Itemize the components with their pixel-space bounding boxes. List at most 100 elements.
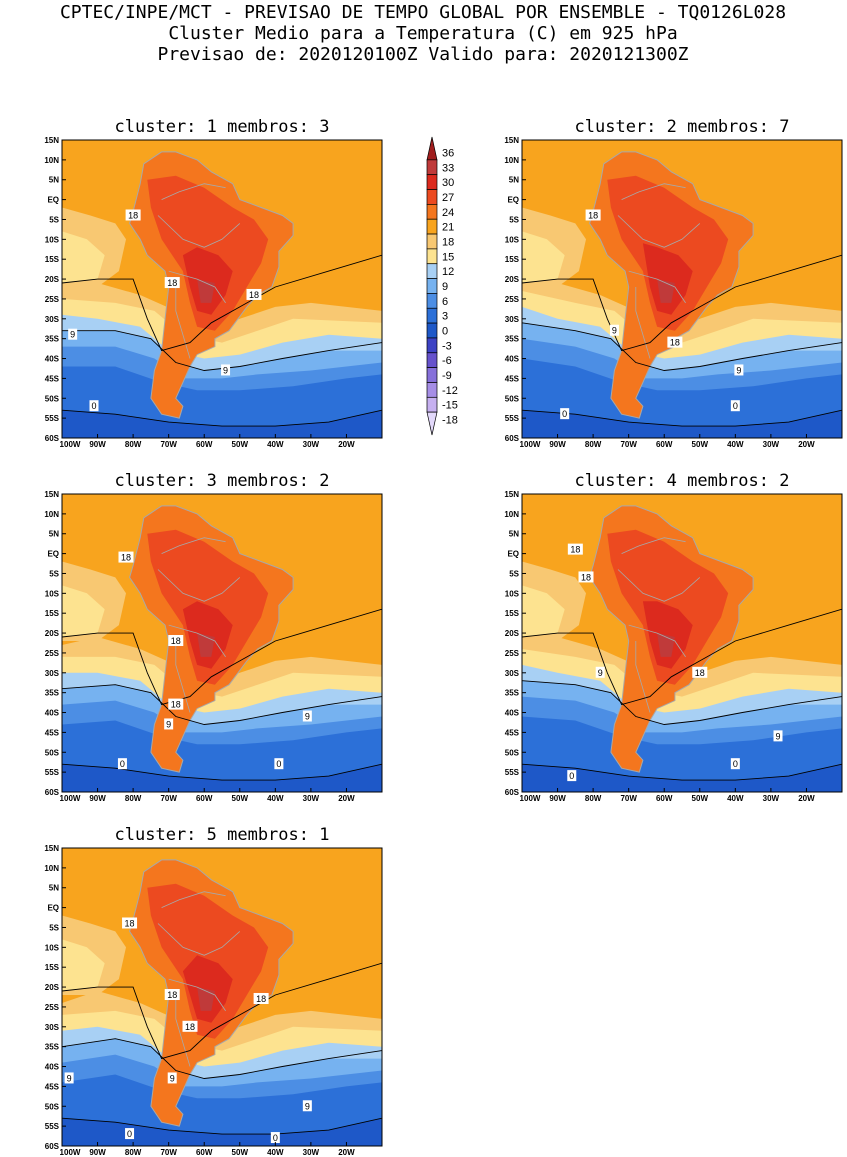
x-tick-label: 20W — [798, 440, 815, 449]
colorbar-swatch — [426, 293, 438, 309]
y-tick-label: 60S — [45, 434, 60, 443]
panel-frame — [61, 493, 383, 793]
contour-label: 9 — [221, 364, 231, 376]
x-tick-label: 50W — [692, 440, 709, 449]
contour-label-text: 0 — [273, 1133, 278, 1143]
y-tick-label: 10N — [44, 510, 59, 519]
contour-label-text: 18 — [171, 636, 181, 646]
contour-label-box — [164, 277, 180, 289]
colorbar-swatch — [426, 411, 438, 436]
y-tick-label: 5N — [509, 176, 519, 185]
temperature-field — [62, 140, 382, 438]
band-0 — [522, 764, 842, 792]
contour-label: 18 — [567, 543, 583, 555]
contour-label: 9 — [302, 710, 312, 722]
colorbar-label: 0 — [442, 326, 448, 338]
contour-label: 18 — [125, 209, 141, 221]
x-tick-label: 30W — [303, 794, 320, 803]
contour-label-text: 9 — [775, 731, 780, 741]
y-tick-label: 20S — [505, 275, 520, 284]
panel-title: cluster: 1 membros: 3 — [115, 117, 330, 137]
border — [635, 641, 651, 713]
contour-9 — [62, 1038, 382, 1079]
border — [168, 624, 226, 658]
panel-cluster-5: cluster: 5 membros: 1 18 18 18 18 9 9 9 0 0 15N 10N… — [44, 825, 383, 1157]
contour-0 — [522, 763, 842, 781]
colorbar-label: 6 — [442, 296, 448, 308]
contour-label: 18 — [168, 635, 184, 647]
contour-label-box — [578, 571, 594, 583]
y-tick-label: 50S — [45, 1102, 60, 1111]
contour-label-text: 0 — [91, 401, 96, 411]
contour-label-box — [182, 1020, 198, 1032]
colorbar-swatch — [426, 367, 438, 383]
contour-label: 18 — [182, 1020, 198, 1032]
header-line-1: CPTEC/INPE/MCT - PREVISAO DE TEMPO GLOBA… — [60, 2, 786, 23]
x-tick-label: 50W — [232, 440, 249, 449]
y-tick-label: 40S — [45, 709, 60, 718]
coastline — [129, 859, 294, 1127]
contour-label-text: 9 — [170, 1073, 175, 1083]
contour-label: 0 — [274, 758, 284, 770]
contour-label-text: 18 — [128, 210, 138, 220]
contour-label-box — [270, 1132, 280, 1144]
y-tick-label: 50S — [45, 394, 60, 403]
y-tick-label: 15S — [505, 255, 520, 264]
x-tick-label: 30W — [303, 440, 320, 449]
x-tick-label: 90W — [89, 1148, 106, 1157]
panel-cluster-4: cluster: 4 membros: 2 18 18 18 9 9 0 0 15N 10N 5N E… — [504, 471, 843, 803]
x-tick-label: 50W — [232, 1148, 249, 1157]
contour-label-text: 18 — [121, 553, 131, 563]
contour-label-box — [585, 209, 601, 221]
colorbar-label: 30 — [442, 177, 454, 189]
y-tick-label: 15N — [504, 490, 519, 499]
border — [161, 537, 226, 554]
contour-label-text: 18 — [588, 210, 598, 220]
y-tick-label: 15N — [44, 136, 59, 145]
y-tick-label: 35S — [45, 689, 60, 698]
x-tick-label: 90W — [89, 794, 106, 803]
border — [628, 270, 686, 304]
contour-label: 0 — [270, 1132, 280, 1144]
y-tick-label: 50S — [505, 394, 520, 403]
continent-band-30 — [182, 955, 233, 1023]
colorbar-swatch — [426, 396, 438, 413]
x-tick-label: 70W — [160, 440, 177, 449]
contour-label: 18 — [168, 698, 184, 710]
panel-cluster-2: cluster: 2 membros: 7 18 18 9 9 0 0 15N 10N 5N EQ 5… — [504, 117, 843, 449]
y-tick-label: 10S — [505, 235, 520, 244]
border — [175, 995, 191, 1067]
y-tick-label: 45S — [45, 1082, 60, 1091]
border — [617, 215, 701, 248]
border — [157, 923, 241, 956]
y-tick-label: 30S — [45, 669, 60, 678]
x-tick-label: 60W — [656, 440, 673, 449]
contour-9 — [522, 322, 842, 371]
coastline — [589, 505, 754, 773]
contour-label: 0 — [89, 400, 99, 412]
x-tick-label: 30W — [303, 1148, 320, 1157]
x-tick-label: 20W — [338, 440, 355, 449]
x-tick-label: 70W — [160, 1148, 177, 1157]
contour-0 — [522, 409, 842, 427]
x-tick-label: 80W — [585, 794, 602, 803]
x-tick-label: 20W — [798, 794, 815, 803]
y-tick-label: 15S — [45, 963, 60, 972]
contour-18 — [522, 254, 842, 352]
y-tick-label: 55S — [505, 414, 520, 423]
contour-label: 9 — [64, 1072, 74, 1084]
contour-label: 0 — [117, 758, 127, 770]
colorbar-swatch — [426, 382, 438, 398]
temperature-field — [62, 494, 382, 792]
y-tick-label: 10S — [45, 235, 60, 244]
contour-label: 18 — [118, 551, 134, 563]
contour-9 — [522, 680, 842, 725]
x-tick-label: 100W — [60, 794, 81, 803]
contour-label: 9 — [773, 730, 783, 742]
contour-label: 9 — [167, 1072, 177, 1084]
y-tick-label: 40S — [505, 709, 520, 718]
border — [157, 569, 241, 602]
y-tick-label: 30S — [505, 315, 520, 324]
contour-label: 18 — [164, 277, 180, 289]
